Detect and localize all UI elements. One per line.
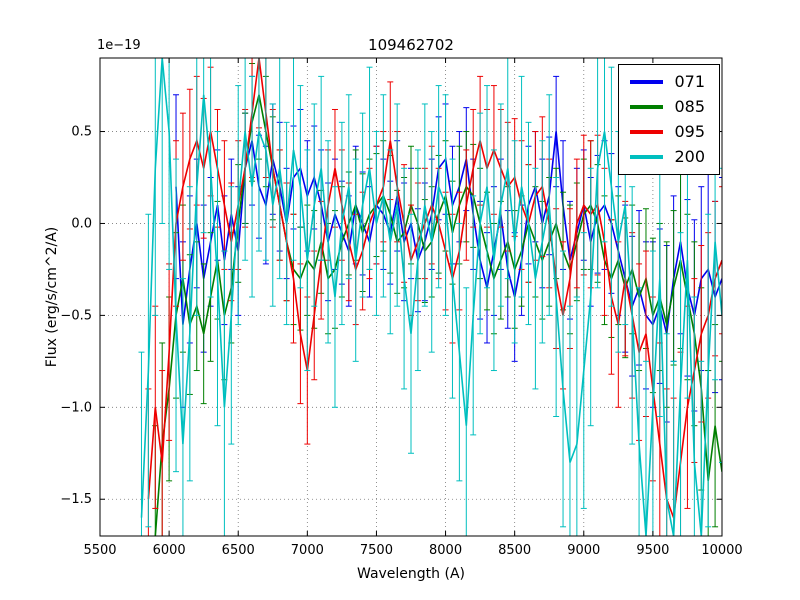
legend-label: 071 bbox=[674, 72, 705, 91]
legend-label: 200 bbox=[674, 147, 705, 166]
legend-label: 085 bbox=[674, 97, 705, 116]
y-tick-label: −0.5 bbox=[60, 308, 92, 323]
x-tick-label: 8500 bbox=[498, 543, 531, 558]
legend-entry-085: 085 bbox=[630, 99, 705, 115]
legend: 071 085 095 200 bbox=[618, 64, 720, 175]
x-tick-label: 7500 bbox=[360, 543, 393, 558]
x-tick-label: 10000 bbox=[701, 543, 742, 558]
plot-title: 109462702 bbox=[368, 36, 454, 54]
ticks bbox=[99, 58, 723, 536]
y-tick-label: −1.5 bbox=[60, 492, 92, 507]
x-tick-label: 8000 bbox=[429, 543, 462, 558]
y-tick-label: −1.0 bbox=[60, 400, 92, 415]
legend-line-sample bbox=[630, 130, 664, 134]
x-tick-label: 9000 bbox=[567, 543, 600, 558]
x-tick-label: 6500 bbox=[222, 543, 255, 558]
series-200-line bbox=[140, 58, 722, 536]
legend-line-sample bbox=[630, 105, 664, 109]
x-tick-label: 6000 bbox=[153, 543, 186, 558]
legend-entry-200: 200 bbox=[630, 149, 705, 165]
legend-line-sample bbox=[630, 80, 664, 84]
legend-label: 095 bbox=[674, 122, 705, 141]
axes-spines bbox=[99, 57, 723, 537]
legend-line-sample bbox=[630, 155, 664, 159]
x-tick-label: 5500 bbox=[83, 543, 116, 558]
legend-entry-095: 095 bbox=[630, 124, 705, 140]
x-axis-label: Wavelength (A) bbox=[356, 566, 466, 582]
tick-labels: 5500 6000 6500 7000 7500 8000 8500 9000 9500 1000… bbox=[60, 125, 742, 558]
x-tick-label: 9500 bbox=[636, 543, 669, 558]
x-tick-label: 7000 bbox=[291, 543, 324, 558]
y-axis-offset-text: 1e−19 bbox=[97, 38, 141, 53]
y-tick-label: 0.0 bbox=[71, 216, 92, 231]
y-tick-label: 0.5 bbox=[71, 125, 92, 140]
legend-entry-071: 071 bbox=[630, 74, 705, 90]
